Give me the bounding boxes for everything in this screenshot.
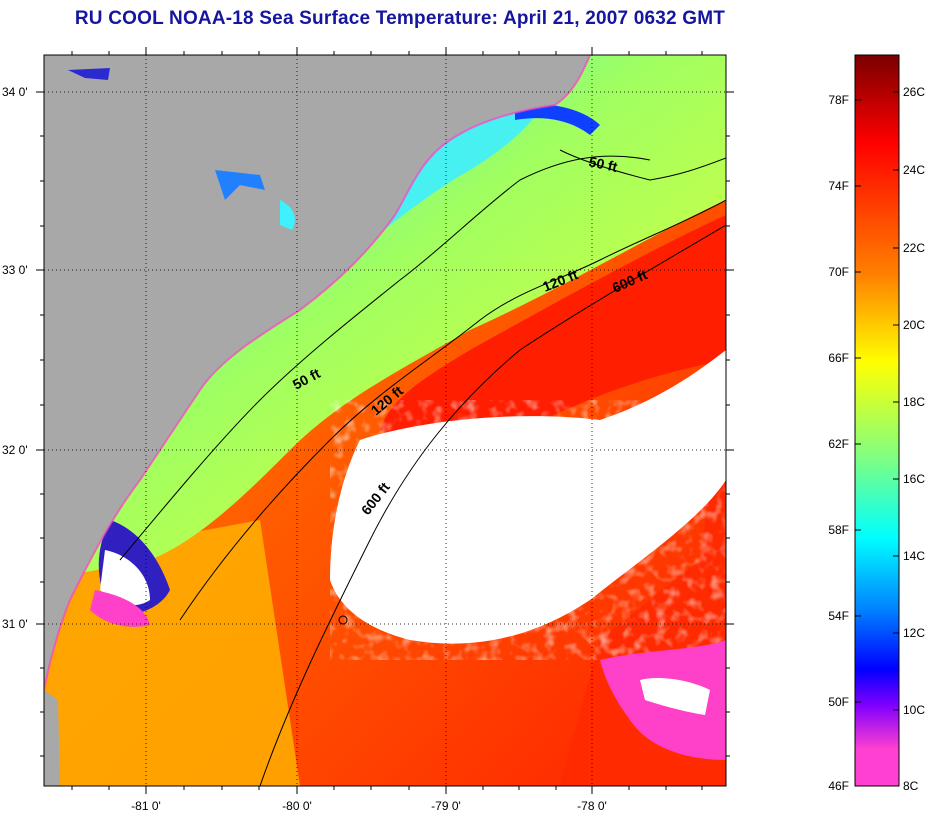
lon-label: -79 0' [431, 799, 461, 813]
contour-50ft [119, 155, 651, 561]
lon-label: -81 0' [131, 799, 161, 813]
cloud-patch-southeast [640, 678, 710, 715]
coastline [44, 55, 591, 691]
lat-label: 32 0' [2, 443, 28, 457]
cloud-speckle [330, 400, 726, 660]
contour-label: 50 ft [587, 153, 619, 175]
cloud-patch-georgia [100, 550, 150, 606]
contour-120ft [179, 199, 726, 621]
lon-label: -80 0' [282, 799, 312, 813]
grid-lines [44, 55, 726, 786]
lat-label: 31 0' [2, 617, 28, 631]
land-mass [44, 55, 590, 690]
map-frame [43, 54, 727, 787]
land-mass-south [44, 690, 60, 786]
inland-lake [68, 68, 110, 80]
inland-lake [280, 200, 295, 230]
map-title: RU COOL NOAA-18 Sea Surface Temperature:… [74, 8, 726, 29]
station-marker [338, 615, 348, 625]
lat-label: 34 0' [2, 85, 28, 99]
lat-label: 33 0' [2, 263, 28, 277]
contour-600ft [259, 224, 726, 786]
cold-strip-north [515, 103, 600, 135]
inland-lake [215, 170, 265, 200]
magenta-patch-georgia [90, 590, 150, 627]
contour-50ft [559, 149, 726, 181]
lon-label: -78 0' [577, 799, 607, 813]
axis-ticks [36, 47, 734, 794]
